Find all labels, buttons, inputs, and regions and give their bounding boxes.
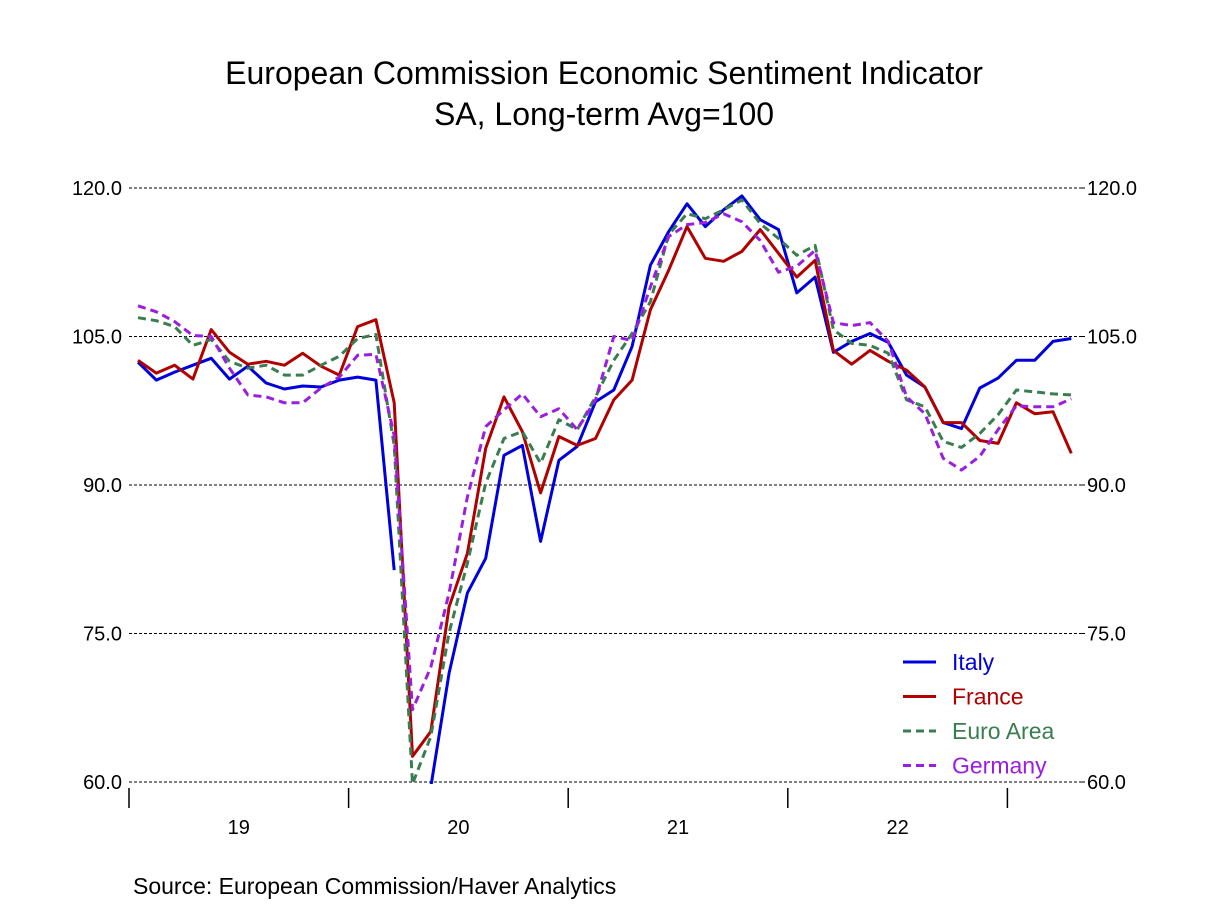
y-tick-label-right: 90.0 — [1087, 475, 1126, 497]
legend-label: Italy — [952, 649, 995, 675]
y-tick-label-right: 75.0 — [1087, 624, 1126, 646]
y-tick-label-right: 60.0 — [1087, 772, 1126, 794]
x-tick-label: 22 — [886, 817, 908, 839]
legend: Italy France Euro Area Germany — [903, 649, 1054, 779]
legend-label: Euro Area — [952, 718, 1054, 744]
legend-label: France — [952, 684, 1024, 710]
x-axis: 19 20 21 22 — [128, 788, 1009, 839]
legend-label: Germany — [952, 753, 1047, 779]
source-note: Source: European Commission/Haver Analyt… — [133, 873, 616, 899]
x-tick-label: 21 — [667, 817, 689, 839]
y-tick-label-right: 105.0 — [1087, 327, 1137, 349]
y-axis-right: 60.0 75.0 90.0 105.0 120.0 — [1079, 178, 1137, 794]
gridlines — [129, 187, 1079, 783]
y-tick-label-right: 120.0 — [1087, 178, 1137, 200]
y-axis-left: 60.0 75.0 90.0 105.0 120.0 — [72, 178, 122, 794]
chart-subtitle: SA, Long-term Avg=100 — [434, 96, 774, 132]
series-lines — [136, 194, 1073, 784]
series-line-germany — [137, 212, 1072, 712]
y-tick-label-left: 75.0 — [83, 624, 122, 646]
series-line-euro-area — [137, 198, 1072, 784]
y-tick-label-left: 90.0 — [83, 475, 122, 497]
series-line-italy — [136, 194, 1072, 784]
x-tick-label: 19 — [228, 817, 250, 839]
chart-title: European Commission Economic Sentiment I… — [225, 55, 983, 91]
series-line-france — [137, 225, 1073, 758]
y-tick-label-left: 120.0 — [72, 178, 122, 200]
y-tick-label-left: 105.0 — [72, 327, 122, 349]
x-tick-label: 20 — [447, 817, 469, 839]
y-tick-label-left: 60.0 — [83, 772, 122, 794]
